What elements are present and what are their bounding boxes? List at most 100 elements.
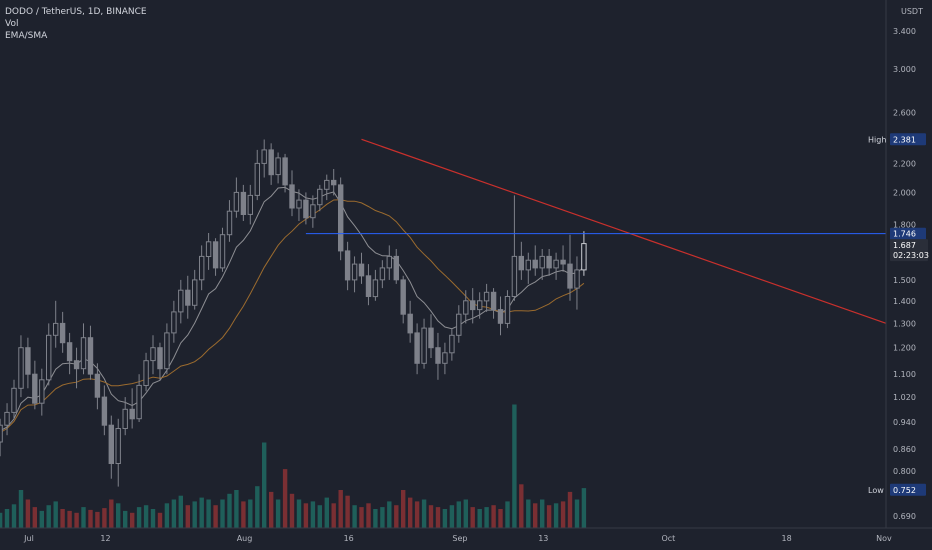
volume-indicator-label[interactable]: Vol [5, 19, 19, 29]
time-tick: 16 [344, 534, 354, 543]
candle [358, 252, 365, 284]
symbol-title[interactable]: DODO / TetherUS, 1D, BINANCE [5, 7, 147, 17]
candle [39, 368, 45, 416]
volume-bar [0, 512, 3, 528]
volume-bar [53, 501, 58, 528]
volume-bar [533, 503, 538, 528]
candle [421, 318, 427, 369]
volume-bar [123, 510, 128, 528]
volume-bar [289, 493, 295, 528]
candle [504, 290, 511, 329]
candle [80, 323, 87, 375]
candle [4, 403, 10, 436]
candle [32, 360, 38, 410]
candle [18, 335, 24, 398]
candle [219, 227, 226, 272]
candle [344, 241, 351, 291]
volume-bar [74, 512, 79, 528]
volume-bar [81, 507, 86, 528]
volume-bar [102, 508, 107, 528]
candle [525, 252, 531, 284]
volume-bar [505, 501, 510, 528]
low-tag: Low 0.752 [868, 483, 926, 496]
volume-bar [157, 512, 163, 528]
candle [483, 283, 490, 312]
volume-bars [0, 404, 587, 529]
candle [490, 288, 497, 319]
volume-bar [331, 503, 336, 528]
candle [143, 352, 149, 392]
volume-bar [248, 499, 253, 528]
volume-bar [67, 510, 72, 528]
candle [539, 249, 545, 280]
time-tick: Jul [23, 534, 34, 543]
candle [546, 249, 552, 276]
volume-bar [241, 501, 246, 528]
volume-bar [387, 501, 392, 528]
candle [449, 328, 455, 361]
price-axis[interactable]: 3.400 3.000 2.600 2.200 2.000 1.800 1.500 1.400… [893, 27, 916, 521]
volume-bar [185, 505, 190, 528]
volume-bar [282, 469, 288, 528]
volume-bar [394, 505, 399, 528]
volume-bar [498, 509, 503, 528]
price-tick: 1.200 [893, 344, 916, 353]
volume-bar [150, 509, 156, 528]
volume-bar [234, 490, 239, 528]
candle [192, 269, 198, 310]
volume-bar [359, 507, 364, 528]
candle [477, 292, 483, 319]
candle [282, 153, 288, 193]
volume-bar [546, 505, 552, 528]
volume-bar [463, 499, 468, 528]
candle [532, 245, 538, 276]
candle [428, 314, 434, 358]
volume-bar [269, 491, 274, 528]
volume-bar [18, 490, 24, 528]
time-tick: Sep [452, 534, 467, 543]
candle [351, 256, 358, 293]
candle [205, 233, 212, 270]
price-tick: 1.020 [893, 393, 916, 402]
time-axis[interactable]: Jul12Aug16Sep13Oct18Nov15Dec13 [23, 534, 932, 543]
high-tag: High 2.381 [868, 133, 926, 146]
candle [157, 342, 163, 380]
candle [470, 288, 476, 324]
price-tick: 1.100 [893, 370, 916, 379]
candle [254, 149, 261, 201]
volume-bar [227, 493, 232, 528]
time-tick: 12 [100, 534, 110, 543]
ema-sma-indicator-label[interactable]: EMA/SMA [5, 31, 48, 41]
time-tick: Nov [876, 534, 892, 543]
volume-bar [32, 507, 37, 528]
candle [324, 174, 330, 201]
candle [199, 245, 205, 291]
candle [303, 192, 309, 225]
volume-bar [143, 505, 149, 528]
volume-bar [567, 491, 573, 528]
price-tick: 1.400 [893, 297, 916, 306]
high-tag-label: High [868, 135, 886, 144]
volume-bar [303, 503, 309, 528]
volume-bar [352, 505, 357, 528]
low-tag-label: Low [868, 486, 884, 495]
volume-bar [39, 510, 44, 528]
price-tick: 1.300 [893, 319, 916, 328]
candle [185, 275, 191, 319]
candle [574, 256, 580, 310]
volume-bar [192, 501, 197, 528]
candle [115, 418, 121, 487]
last-price-value: 1.687 [893, 241, 916, 250]
trendline[interactable] [361, 138, 887, 324]
candle [108, 415, 114, 479]
volume-bar [581, 488, 587, 528]
volume-bar [130, 512, 135, 528]
candle [365, 264, 372, 306]
candle [73, 347, 80, 389]
volume-bar [338, 490, 343, 528]
time-tick: Oct [661, 534, 675, 543]
candle [581, 231, 587, 276]
